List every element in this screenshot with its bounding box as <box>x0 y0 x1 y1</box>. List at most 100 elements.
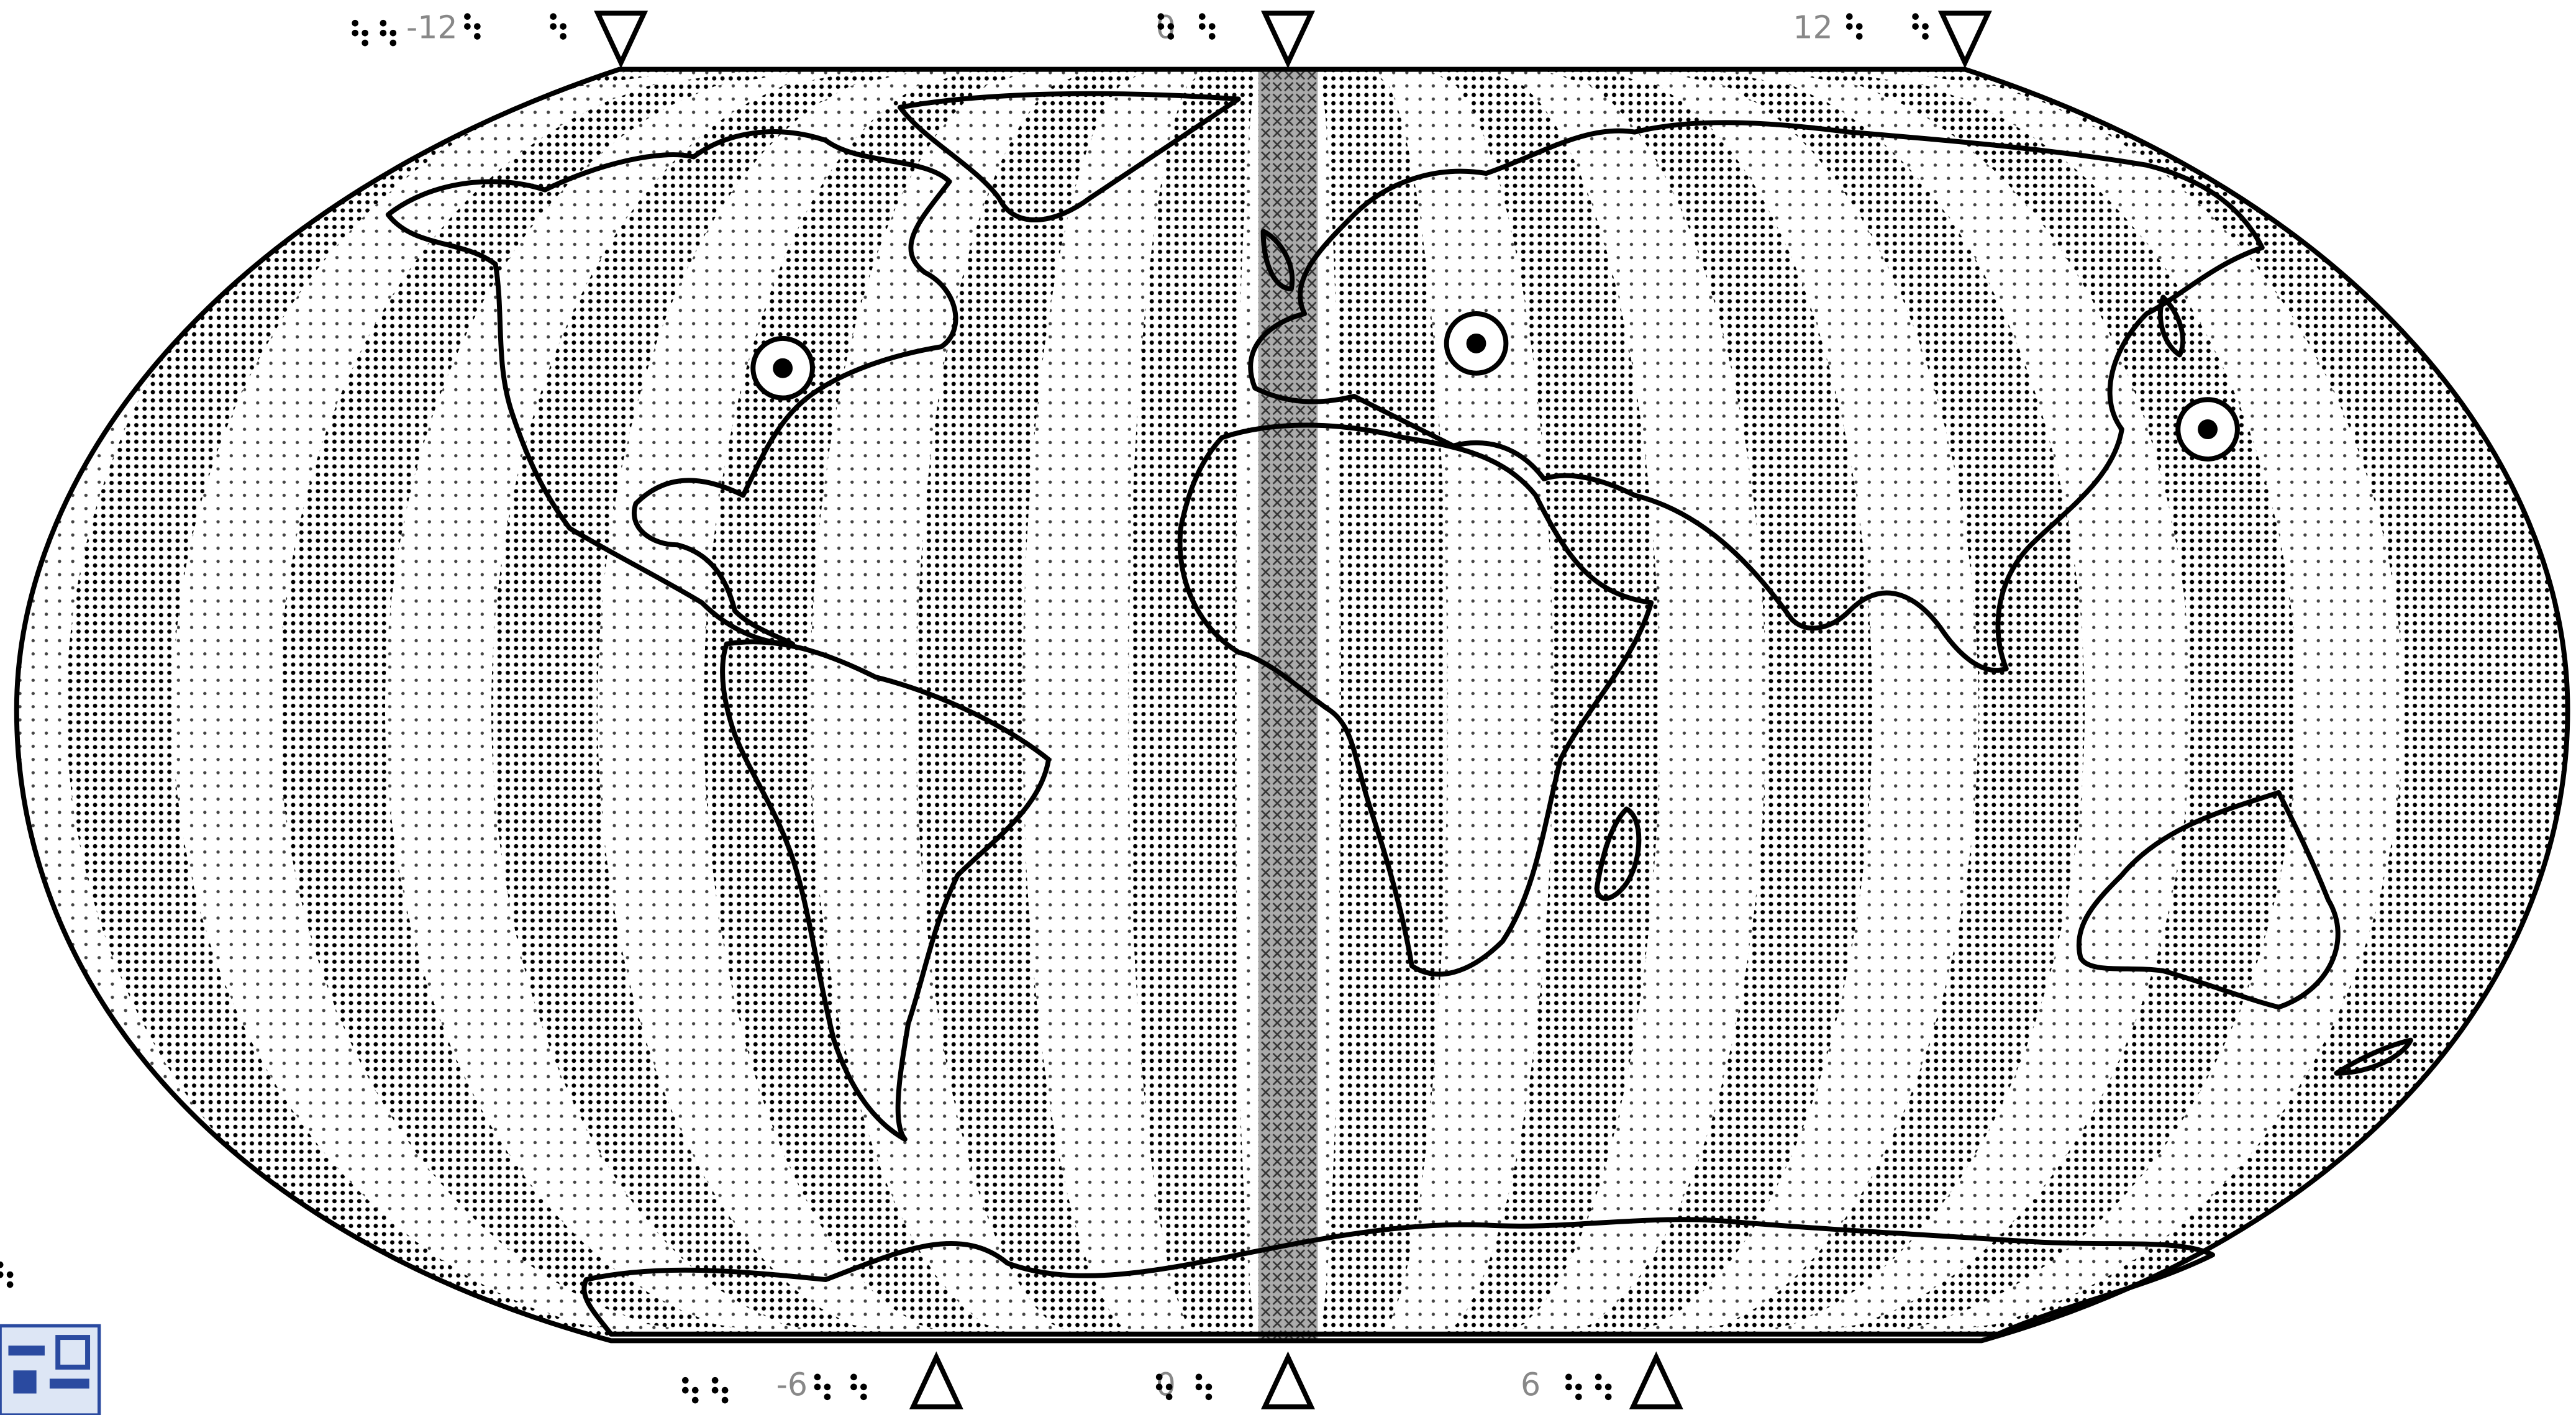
braille-dot <box>474 33 481 40</box>
marker-dot <box>773 358 793 378</box>
antarctica <box>581 1217 2216 1337</box>
braille-dot <box>691 1396 699 1404</box>
braille-dot <box>1855 23 1863 30</box>
braille-dot <box>474 23 481 30</box>
eurasia <box>1248 120 2265 673</box>
braille-dot <box>814 1383 821 1391</box>
braille-dot <box>1855 33 1863 40</box>
braille-dot <box>1167 33 1175 40</box>
braille-dot <box>1165 1393 1173 1401</box>
triangle <box>909 1351 963 1409</box>
zone-label: 12 <box>1793 9 1832 45</box>
braille-dot <box>1208 33 1216 40</box>
braille-dot <box>389 39 397 47</box>
braille-dot <box>681 1376 689 1384</box>
zone-stripe-dots <box>1484 69 1767 1341</box>
australia <box>2076 789 2341 1010</box>
zone-stripe-dots <box>1819 69 2404 1341</box>
braille-dot <box>1167 23 1175 30</box>
zone-stripe-dots <box>1372 69 1554 1341</box>
braille-dot <box>1157 13 1165 20</box>
south-america <box>720 639 1052 1142</box>
triangle <box>1261 1351 1315 1409</box>
triangle <box>1937 11 1992 69</box>
braille-dot <box>464 13 471 20</box>
braille-dot <box>681 1386 689 1394</box>
braille-dot <box>550 23 557 30</box>
north-america <box>385 129 958 647</box>
braille-dot <box>1575 1393 1582 1401</box>
zone-label: -6 <box>776 1366 808 1403</box>
braille-dot <box>1595 1373 1602 1381</box>
braille-dots <box>0 13 1929 1404</box>
braille-dot <box>1922 23 1929 30</box>
braille-dot <box>1575 1383 1582 1391</box>
greenland <box>897 91 1241 222</box>
prime-zone <box>1258 69 1318 1341</box>
braille-dot <box>380 19 387 27</box>
braille-dot <box>1846 23 1853 30</box>
braille-dot <box>1565 1383 1572 1391</box>
braille-dot <box>711 1386 719 1394</box>
braille-dot <box>850 1373 857 1381</box>
zone-stripe-dots <box>597 69 980 1341</box>
braille-dot <box>691 1386 699 1394</box>
braille-dot <box>464 23 471 30</box>
braille-dot <box>362 39 368 47</box>
new-zealand <box>2334 1037 2414 1076</box>
map-outline <box>14 66 2570 1344</box>
braille-dot <box>1165 1383 1173 1391</box>
braille-dot <box>1205 1393 1213 1401</box>
braille-dot <box>1922 33 1929 40</box>
braille-dot <box>0 1271 4 1278</box>
braille-dot <box>362 29 368 37</box>
braille-dot <box>380 29 387 37</box>
braille-dot <box>721 1386 729 1394</box>
braille-dot <box>6 1281 14 1288</box>
braille-dot <box>1195 1373 1203 1381</box>
braille-dot <box>1155 1383 1163 1391</box>
zone-labels: -12 0 12 -6 0 6 <box>406 9 1833 1403</box>
braille-dot <box>814 1373 821 1381</box>
triangle <box>594 11 649 69</box>
braille-dot <box>560 23 567 30</box>
uk <box>1260 229 1295 292</box>
braille-dot <box>711 1376 719 1384</box>
africa <box>1177 422 1654 977</box>
madagascar <box>1594 806 1642 901</box>
braille-dot <box>860 1393 867 1401</box>
braille-dot <box>1846 13 1853 20</box>
braille-dot <box>1198 13 1206 20</box>
zone-stripe-dots <box>809 69 1092 1341</box>
braille-dot <box>1595 1383 1602 1391</box>
braille-dot <box>1604 1393 1612 1401</box>
qr-code <box>0 1324 101 1415</box>
braille-dot <box>6 1271 14 1278</box>
braille-dot <box>1912 13 1919 20</box>
zone-triangles <box>594 11 1992 1409</box>
braille-dot <box>1912 23 1919 30</box>
braille-dot <box>860 1383 867 1391</box>
braille-dot <box>1208 23 1216 30</box>
braille-dot <box>1198 23 1206 30</box>
city-markers <box>750 311 2240 462</box>
marker-dot <box>1466 333 1486 353</box>
braille-dot <box>550 13 557 20</box>
triangle <box>1629 1351 1683 1409</box>
braille-dot <box>824 1383 831 1391</box>
braille-dot <box>0 1261 4 1268</box>
braille-dot <box>389 29 397 37</box>
braille-dot <box>850 1383 857 1391</box>
braille-dot <box>352 29 358 37</box>
braille-dot <box>824 1393 831 1401</box>
zone-stripe-dots <box>1596 69 1979 1341</box>
braille-dot <box>1604 1383 1612 1391</box>
coastlines <box>385 91 2414 1337</box>
zone-stripe-dots <box>172 69 757 1341</box>
braille-dot <box>1565 1373 1572 1381</box>
zone-label: 6 <box>1521 1366 1541 1403</box>
zone-stripe-dots <box>1022 69 1204 1341</box>
